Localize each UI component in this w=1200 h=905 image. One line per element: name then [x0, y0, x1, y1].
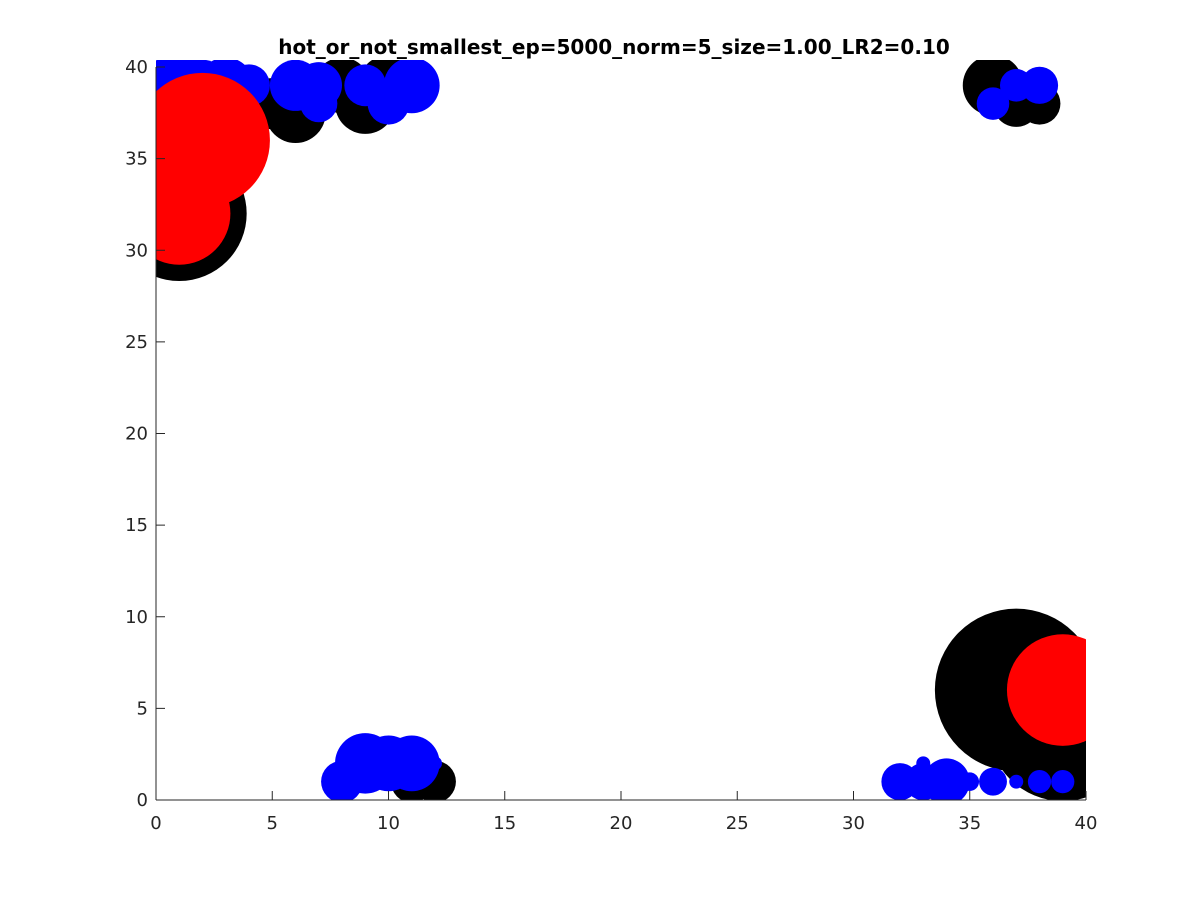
- x-tick-label: 5: [267, 813, 278, 834]
- data-point-blue: [1051, 770, 1075, 794]
- ticks: 0 5 10 15 20 25 30 35 40 0 5 10 15 20 25 30 35 40: [125, 57, 1097, 834]
- data-point-blue: [1020, 66, 1059, 104]
- plot-area: [156, 67, 1086, 800]
- markers: [156, 60, 1086, 800]
- y-tick-label: 40: [125, 57, 148, 78]
- data-point-blue: [295, 62, 342, 109]
- chart-title: hot_or_not_smallest_ep=5000_norm=5_size=…: [278, 35, 950, 59]
- x-tick-label: 0: [150, 813, 161, 834]
- x-tick-label: 35: [958, 813, 981, 834]
- data-point-blue: [960, 772, 980, 791]
- data-point-blue: [1009, 774, 1024, 789]
- data-point-blue: [976, 87, 1010, 120]
- y-tick-label: 10: [125, 607, 148, 628]
- data-point-blue: [923, 758, 970, 800]
- data-point-red: [1006, 634, 1086, 746]
- y-tick-label: 35: [125, 149, 148, 170]
- y-tick-label: 0: [137, 790, 148, 811]
- y-tick-label: 25: [125, 332, 148, 353]
- y-tick-label: 5: [137, 698, 148, 719]
- x-tick-label: 10: [377, 813, 400, 834]
- x-tick-label: 20: [610, 813, 633, 834]
- x-tick-label: 40: [1075, 813, 1098, 834]
- data-point-blue: [979, 767, 1007, 796]
- y-tick-label: 15: [125, 515, 148, 536]
- x-tick-label: 30: [842, 813, 865, 834]
- data-point-blue: [428, 756, 442, 771]
- x-tick-label: 25: [726, 813, 749, 834]
- data-point-blue: [383, 60, 440, 114]
- data-point-blue: [1027, 770, 1052, 794]
- y-tick-label: 20: [125, 424, 148, 445]
- x-tick-label: 15: [493, 813, 516, 834]
- data-point-blue: [383, 735, 440, 792]
- data-point-red: [156, 162, 231, 265]
- y-tick-label: 30: [125, 240, 148, 261]
- data-point-blue: [916, 756, 931, 771]
